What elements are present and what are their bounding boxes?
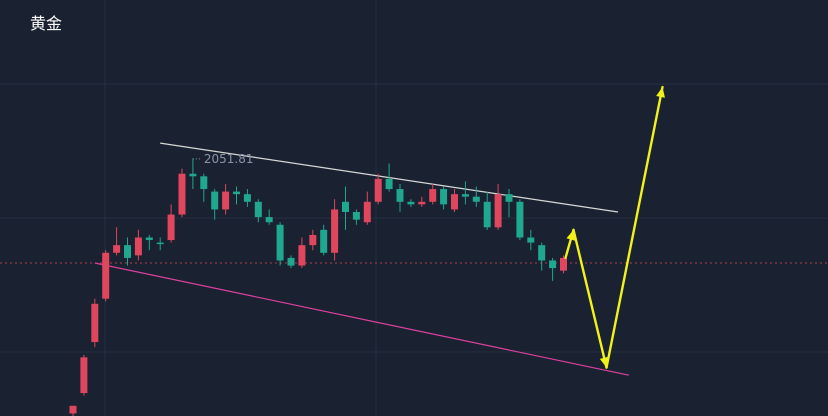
candle-body [331,209,339,253]
candle-body [287,257,295,266]
candle-body [91,303,99,343]
candle-body [233,191,240,195]
candle-body [342,201,349,212]
candle-body [374,178,382,202]
candles [69,158,567,416]
candle-body [145,237,153,241]
candle-body [516,201,524,238]
high-marker: 2051.81 [192,152,254,166]
candle-body [560,257,567,271]
candle-body [429,189,437,202]
candle-body [222,191,230,210]
candle-body [189,173,197,177]
projection-arrowhead [599,356,609,368]
candle-body [134,237,142,256]
candle-body [243,194,251,202]
projection-arrowhead [566,229,576,241]
candle-body [440,189,448,205]
candle-body [80,357,88,394]
candle-body [352,212,360,220]
candle-body [178,173,186,215]
candle-body [505,194,513,202]
candle-body [309,234,317,246]
candle-body [276,224,284,261]
candle-body [451,194,458,210]
candle-body [472,196,480,202]
projection-segment [572,228,608,369]
candle-body [254,201,262,218]
candle-body [363,201,371,223]
candle-body [407,201,415,205]
candle-body [113,245,121,253]
candle-body [69,405,77,414]
candle-body [200,176,208,190]
candle-body [396,189,404,202]
candle-body [385,178,393,190]
candle-body [102,252,110,299]
candle-body [156,242,164,245]
candle-body [527,237,535,243]
candle-body [211,191,219,210]
candle-body [538,245,546,261]
chart-title: 黄金 [30,14,63,33]
projection-arrowhead [656,87,665,98]
candle-body [124,245,131,258]
lower-trendline [94,262,630,376]
projection-path [564,85,665,369]
candle-body [483,201,491,228]
candle-body [298,245,306,266]
candle-body [265,217,273,223]
candle-body [320,229,328,253]
projection-segment [605,85,664,369]
candle-body [549,260,557,269]
candle-body [167,214,175,241]
candle-body [418,201,426,205]
candle-body [494,194,502,228]
candle-body [461,194,469,197]
high-label: 2051.81 [204,152,254,166]
